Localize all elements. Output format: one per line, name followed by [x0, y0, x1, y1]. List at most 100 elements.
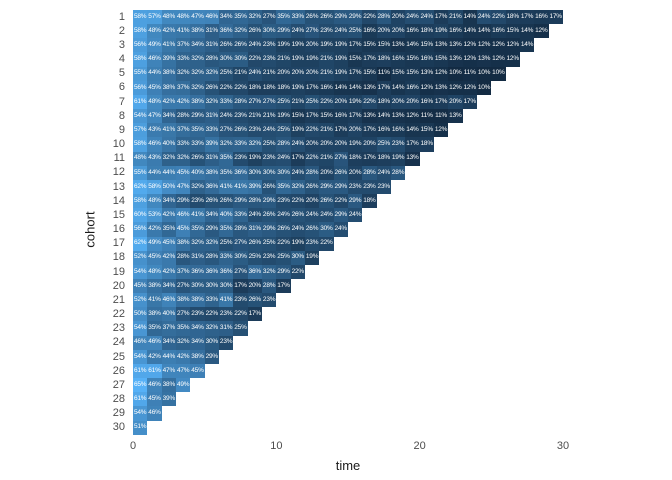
heatmap-cell: 31%: [204, 109, 219, 124]
cell-value-label: 19%: [248, 154, 262, 162]
heatmap-cell: 15%: [319, 109, 334, 124]
heatmap-cell: 21%: [319, 52, 334, 67]
cell-value-label: 10%: [492, 69, 505, 77]
heatmap-cell: 19%: [276, 38, 291, 53]
cell-value-label: 31%: [219, 324, 233, 332]
cell-value-label: 28%: [234, 97, 247, 105]
cell-value-label: 30%: [262, 26, 276, 34]
cell-value-label: 12%: [463, 83, 477, 91]
cell-value-label: 41%: [219, 295, 233, 303]
heatmap-cell: 22%: [333, 194, 348, 209]
cell-value-label: 26%: [248, 295, 262, 303]
cell-value-label: 20%: [305, 140, 319, 148]
cell-value-label: 15%: [434, 55, 448, 63]
x-tick-label: 0: [129, 440, 137, 452]
heatmap-cell: 21%: [261, 66, 277, 81]
heatmap-cell: 44%: [147, 66, 162, 81]
cell-value-label: 13%: [406, 154, 419, 162]
heatmap-cell: 16%: [534, 10, 549, 25]
cell-value-label: 23%: [348, 182, 362, 190]
heatmap-cell: 24%: [290, 137, 305, 152]
cell-value-label: 35%: [277, 12, 290, 20]
heatmap-cell: 37%: [175, 264, 191, 279]
heatmap-cell: 24%: [333, 24, 348, 39]
cell-value-label: 38%: [176, 295, 190, 303]
heatmap-cell: 58%: [133, 52, 148, 67]
heatmap-cell: 19%: [347, 137, 363, 152]
heatmap-cell: 17%: [276, 278, 291, 294]
cell-value-label: 26%: [262, 211, 276, 219]
heatmap-cell: 50%: [161, 179, 176, 195]
heatmap-cell: 30%: [233, 250, 248, 265]
heatmap-cell: 32%: [204, 321, 219, 336]
heatmap-cell: 28%: [362, 165, 377, 180]
heatmap-row: 55% 44% 38% 32% 32% 32% 25% 21% 24% 21% 20% 20% 20% 2…: [133, 66, 563, 81]
cell-value-label: 32%: [234, 26, 247, 34]
heatmap-cell: 13%: [476, 52, 492, 67]
heatmap-cell: 56%: [133, 80, 148, 95]
heatmap-cell: 19%: [333, 66, 348, 81]
cell-value-label: 32%: [248, 140, 262, 148]
heatmap-cell: 29%: [319, 179, 334, 195]
heatmap-cell: 13%: [405, 151, 420, 166]
cell-value-label: 19%: [391, 154, 405, 162]
cell-value-label: 14%: [520, 41, 534, 49]
cell-value-label: 18%: [262, 83, 276, 91]
heatmap-cell: 16%: [448, 24, 463, 39]
heatmap-cell: 32%: [161, 151, 176, 166]
cell-value-label: 32%: [205, 69, 219, 77]
heatmap-cell: 19%: [247, 151, 262, 166]
cell-value-label: 14%: [334, 83, 348, 91]
heatmap-cell: 10%: [491, 66, 506, 81]
heatmap-cell: 15%: [347, 52, 363, 67]
cell-value-label: 47%: [162, 366, 176, 374]
heatmap-cell: 38%: [190, 94, 205, 110]
heatmap-cell: 30%: [261, 24, 277, 39]
cell-value-label: 38%: [191, 97, 204, 105]
heatmap-cell: 60%: [133, 208, 148, 223]
heatmap-cell: 17%: [376, 80, 391, 95]
heatmap-cell: 29%: [333, 179, 348, 195]
cell-value-label: 32%: [205, 97, 219, 105]
heatmap-cell: 49%: [147, 236, 162, 251]
cell-value-label: 34%: [191, 41, 204, 49]
heatmap-cell: 40%: [218, 208, 234, 223]
y-tick-label: 18: [112, 251, 125, 264]
heatmap-cell: 32%: [190, 236, 205, 251]
heatmap-row: 45% 38% 34% 27% 30% 30% 30% 17% 20% 28% 17%: [133, 278, 563, 294]
heatmap-cell: 23%: [319, 24, 334, 39]
cell-value-label: 22%: [291, 196, 305, 204]
cell-value-label: 24%: [277, 154, 290, 162]
heatmap-cell: 30%: [247, 165, 262, 180]
cell-value-label: 17%: [305, 83, 319, 91]
cell-value-label: 34%: [205, 211, 219, 219]
heatmap-cell: 31%: [204, 38, 219, 53]
heatmap-cell: 34%: [218, 10, 234, 25]
cell-value-label: 54%: [133, 409, 147, 417]
heatmap-cell: 45%: [147, 392, 162, 407]
cell-value-label: 23%: [248, 126, 262, 134]
cell-value-label: 20%: [391, 12, 405, 20]
heatmap-cell: 27%: [247, 94, 262, 110]
heatmap-cell: 35%: [218, 151, 234, 166]
heatmap-row: 54% 47% 34% 28% 29% 31% 24% 23% 21% 21% 19% 15% 17% 1…: [133, 109, 563, 124]
cell-value-label: 25%: [262, 140, 276, 148]
cell-value-label: 21%: [320, 154, 333, 162]
heatmap-cell: 35%: [276, 179, 291, 195]
heatmap-cell: 42%: [161, 264, 176, 279]
cell-value-label: 50%: [133, 310, 147, 318]
heatmap-cell: 46%: [147, 378, 162, 393]
heatmap-cell: 29%: [333, 208, 348, 223]
heatmap-row: 56% 45% 38% 37% 32% 26% 22% 22% 18% 18% 18% 19% 17% 1…: [133, 80, 563, 95]
heatmap-cell: 19%: [390, 151, 406, 166]
heatmap-cell: 12%: [433, 66, 449, 81]
heatmap-cell: 12%: [405, 109, 420, 124]
heatmap-cell: 29%: [175, 194, 191, 209]
heatmap-cell: 27%: [218, 123, 234, 138]
heatmap-cell: 23%: [390, 137, 406, 152]
cell-value-label: 42%: [162, 97, 176, 105]
heatmap-cell: 33%: [204, 293, 219, 308]
heatmap-cell: 26%: [304, 222, 320, 237]
cell-value-label: 32%: [176, 338, 190, 346]
cell-value-label: 24%: [477, 12, 491, 20]
